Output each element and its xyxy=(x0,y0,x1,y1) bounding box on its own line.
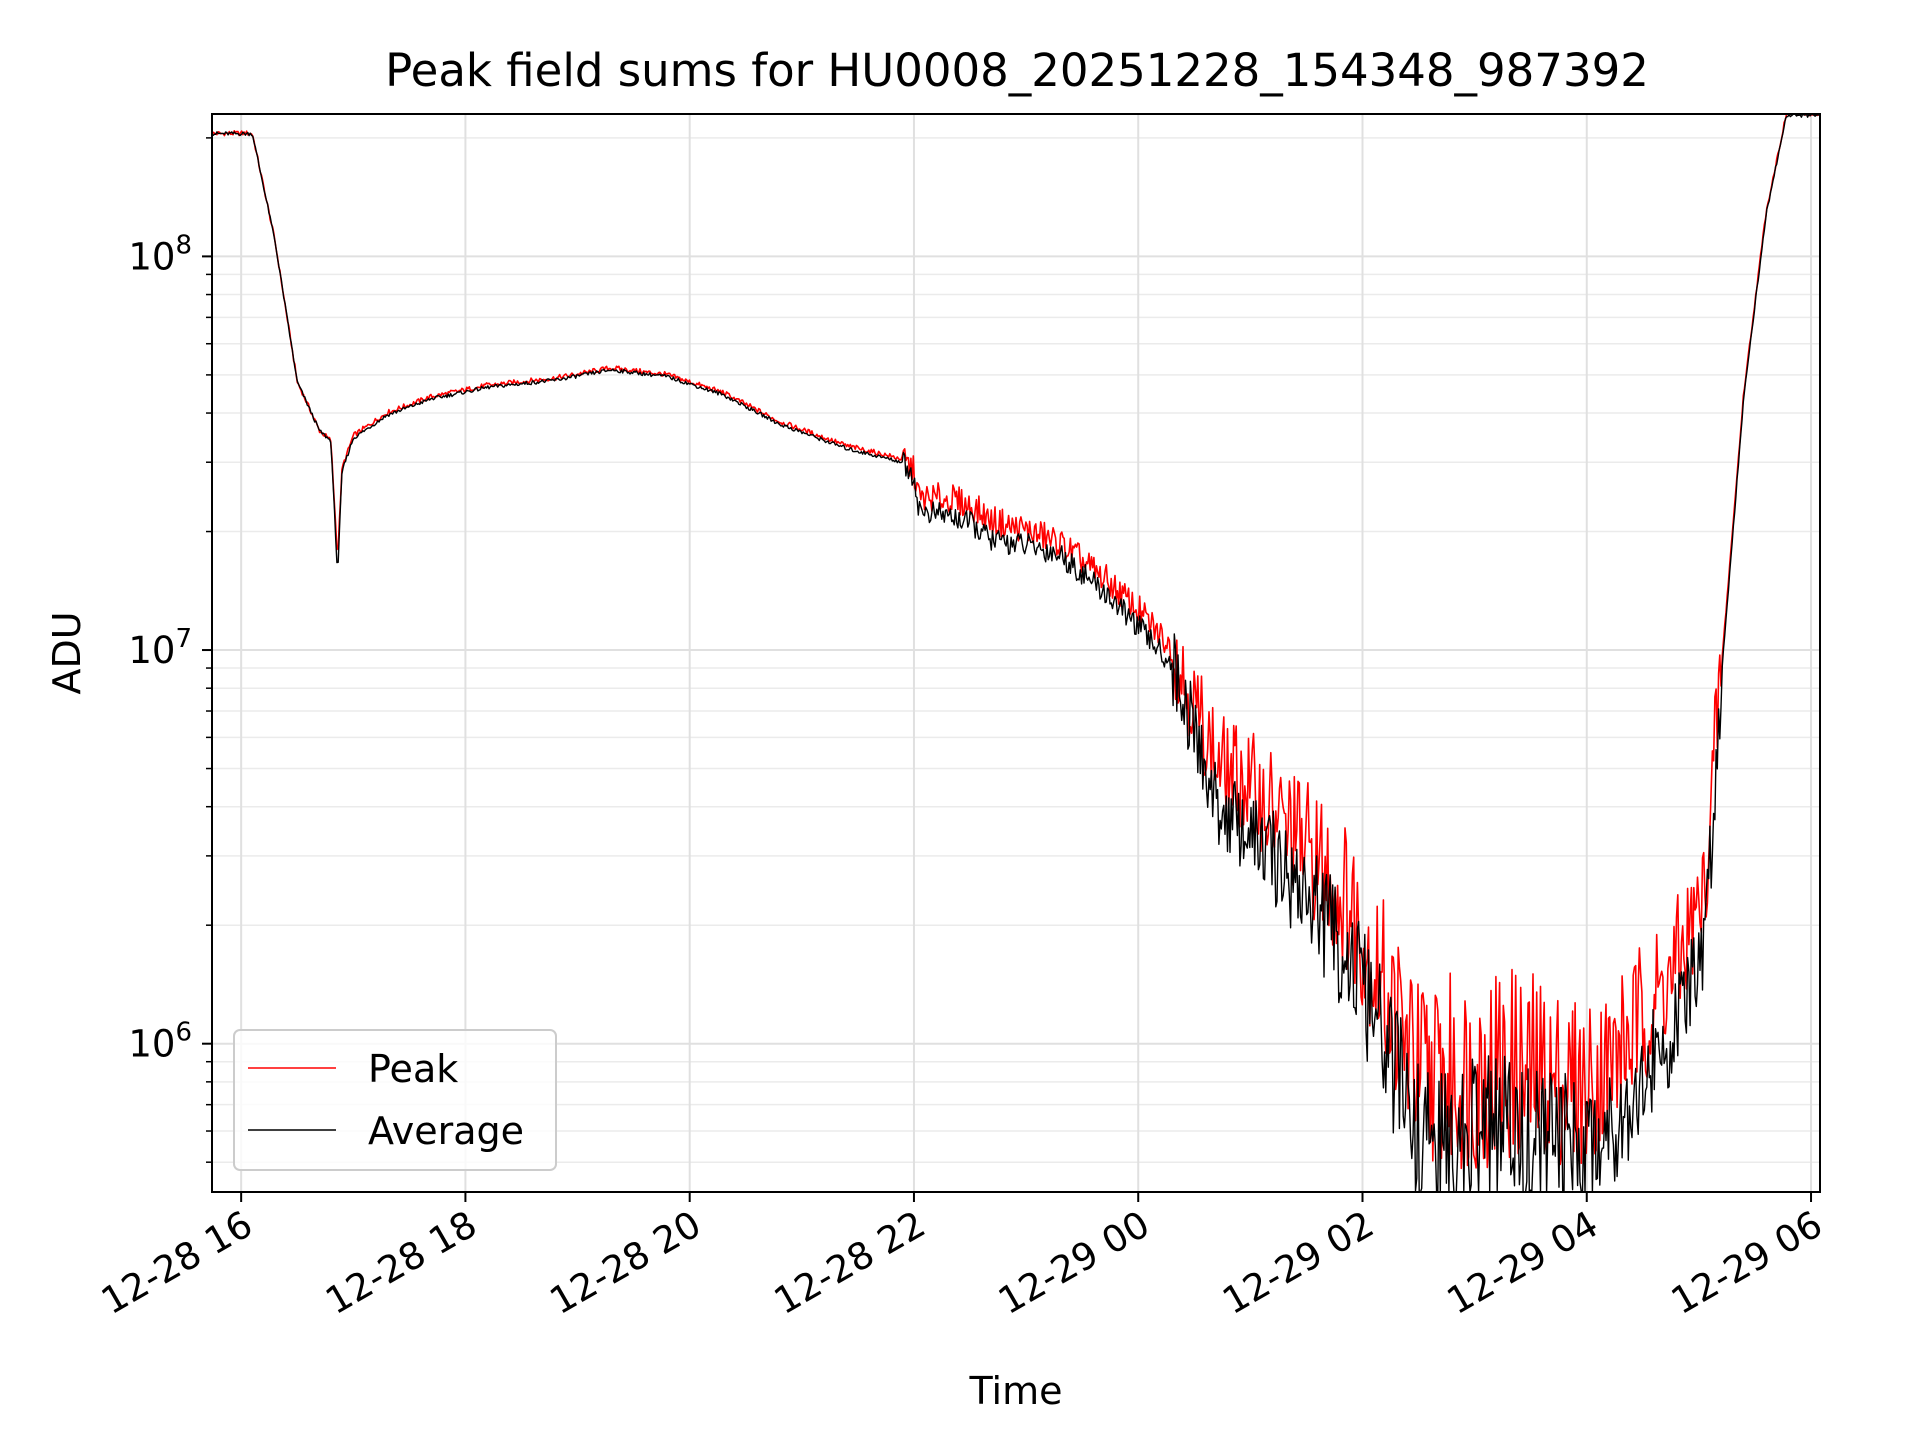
y-tick-label: 106 xyxy=(128,1018,192,1066)
plot-frame xyxy=(211,113,1821,1193)
legend-box xyxy=(233,1029,557,1171)
legend-average-label: Average xyxy=(368,1109,524,1153)
y-axis-ticks: 106 107 108 xyxy=(128,137,212,1163)
x-axis-label: Time xyxy=(969,1369,1063,1413)
y-axis-label: ADU xyxy=(45,611,89,694)
series-line-average xyxy=(211,113,1821,1193)
legend-peak-label: Peak xyxy=(368,1047,458,1091)
y-tick-label: 108 xyxy=(128,230,192,278)
chart-title: Peak field sums for HU0008_20251228_1543… xyxy=(385,44,1649,97)
legend: Peak Average xyxy=(233,1029,557,1171)
y-tick-label: 107 xyxy=(128,624,192,672)
grid xyxy=(212,114,1820,1192)
series-layer xyxy=(211,113,1821,1193)
